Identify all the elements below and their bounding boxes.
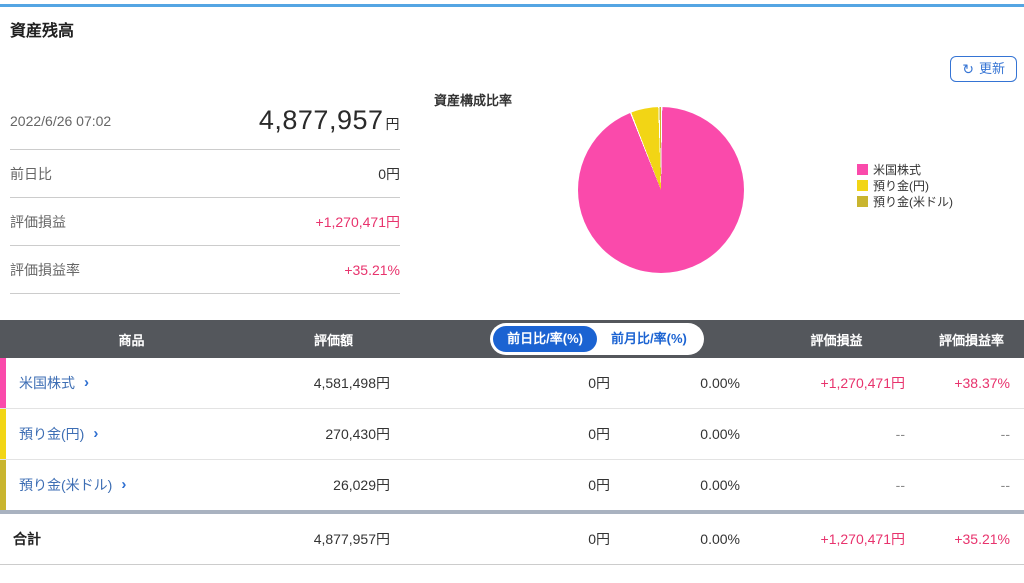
summary-value: +35.21% xyxy=(344,261,400,278)
legend-item: 預り金(米ドル) xyxy=(857,193,953,209)
cell-day-change: 0円 xyxy=(588,375,610,391)
product-link[interactable]: 米国株式 › xyxy=(19,374,89,391)
row-color-bar xyxy=(0,460,6,510)
summary-value: 0円 xyxy=(378,165,400,182)
period-toggle: 前日比/率(%) 前月比/率(%) xyxy=(490,323,704,355)
total-asset-value: 4,877,957 円 xyxy=(258,105,400,135)
cell-value: 4,877,957円 xyxy=(313,531,390,547)
product-link[interactable]: 預り金(円) › xyxy=(19,425,99,442)
refresh-button[interactable]: ↻ 更新 xyxy=(950,56,1017,82)
legend-item: 米国株式 xyxy=(857,161,953,177)
legend-label: 預り金(円) xyxy=(873,178,929,193)
summary-panel: 2022/6/26 07:02 4,877,957 円 前日比 0円 評価損益 +… xyxy=(10,92,400,294)
total-divider xyxy=(0,510,1024,514)
as-of-timestamp: 2022/6/26 07:02 xyxy=(10,112,112,129)
header-pl-rate: 評価損益率 xyxy=(938,332,1004,348)
cell-pl-rate: -- xyxy=(1000,426,1010,442)
legend-item: 預り金(円) xyxy=(857,177,953,193)
chart-legend: 米国株式 預り金(円) 預り金(米ドル) xyxy=(857,161,953,209)
row-color-bar xyxy=(0,358,6,408)
header-value: 評価額 xyxy=(313,332,353,348)
legend-label: 米国株式 xyxy=(873,162,922,177)
cell-day-change: 0円 xyxy=(588,531,610,547)
cell-day-change-rate: 0.00% xyxy=(700,477,740,493)
toggle-month-change[interactable]: 前月比/率(%) xyxy=(611,331,687,346)
chevron-right-icon: › xyxy=(93,425,99,442)
cell-pl-rate: +38.37% xyxy=(954,375,1010,391)
table-row: 預り金(円) › 270,430円 0円 0.00% -- -- xyxy=(0,409,1024,460)
cell-pl-rate: -- xyxy=(1000,477,1010,493)
cell-day-change-rate: 0.00% xyxy=(700,426,740,442)
cell-value: 26,029円 xyxy=(333,477,390,493)
cell-pl: -- xyxy=(895,426,905,442)
cell-pl-rate: +35.21% xyxy=(954,531,1010,547)
refresh-button-label: 更新 xyxy=(978,61,1005,76)
cell-day-change-rate: 0.00% xyxy=(700,531,740,547)
refresh-icon: ↻ xyxy=(962,61,974,77)
product-link[interactable]: 預り金(米ドル) › xyxy=(19,476,127,493)
top-accent-bar xyxy=(0,4,1024,7)
cell-value: 270,430円 xyxy=(325,426,390,442)
summary-label: 評価損益 xyxy=(10,213,66,230)
toggle-day-change[interactable]: 前日比/率(%) xyxy=(493,326,597,352)
legend-swatch xyxy=(857,195,868,207)
summary-total-row: 2022/6/26 07:02 4,877,957 円 xyxy=(10,92,400,150)
chevron-right-icon: › xyxy=(121,476,127,493)
page-title: 資産残高 xyxy=(10,23,75,40)
summary-label: 前日比 xyxy=(10,165,52,182)
legend-swatch xyxy=(857,163,868,175)
cell-pl: +1,270,471円 xyxy=(820,531,905,547)
header-pl: 評価損益 xyxy=(810,332,863,348)
cell-pl: -- xyxy=(895,477,905,493)
total-label: 合計 xyxy=(13,531,41,547)
yen-unit: 円 xyxy=(385,116,400,132)
cell-day-change: 0円 xyxy=(588,477,610,493)
summary-row: 前日比 0円 xyxy=(10,150,400,198)
chart-title: 資産構成比率 xyxy=(434,93,513,108)
table-header: 商品 評価額 前日比/率(%) 前月比/率(%) 評価損益 評価損益率 xyxy=(0,320,1024,358)
assets-table: 商品 評価額 前日比/率(%) 前月比/率(%) 評価損益 評価損益率 米国株式… xyxy=(0,320,1024,565)
header-product: 商品 xyxy=(118,332,145,348)
total-row: 合計 4,877,957円 0円 0.00% +1,270,471円 +35.2… xyxy=(0,514,1024,565)
cell-value: 4,581,498円 xyxy=(313,375,390,391)
cell-day-change: 0円 xyxy=(588,426,610,442)
table-row: 預り金(米ドル) › 26,029円 0円 0.00% -- -- xyxy=(0,460,1024,510)
summary-row: 評価損益率 +35.21% xyxy=(10,246,400,294)
summary-value: +1,270,471円 xyxy=(315,213,400,230)
summary-label: 評価損益率 xyxy=(10,261,80,278)
pie-chart xyxy=(578,107,744,273)
cell-pl: +1,270,471円 xyxy=(820,375,905,391)
chevron-right-icon: › xyxy=(84,374,89,391)
cell-day-change-rate: 0.00% xyxy=(700,375,740,391)
row-color-bar xyxy=(0,409,6,459)
summary-row: 評価損益 +1,270,471円 xyxy=(10,198,400,246)
legend-label: 預り金(米ドル) xyxy=(873,194,953,209)
table-row: 米国株式 › 4,581,498円 0円 0.00% +1,270,471円 +… xyxy=(0,358,1024,409)
legend-swatch xyxy=(857,179,868,191)
